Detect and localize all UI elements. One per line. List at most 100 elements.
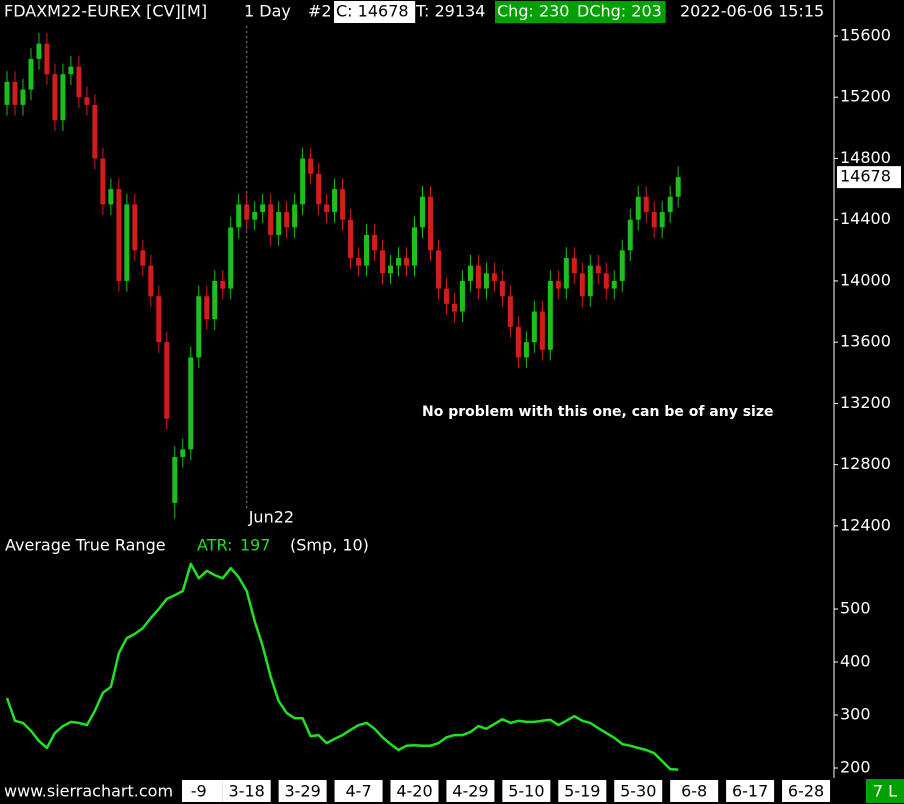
candle-body — [220, 280, 226, 289]
x-tick-box — [334, 780, 383, 802]
y-tick-label: 13600 — [840, 332, 891, 351]
candle-body — [52, 74, 58, 121]
y-tick-label: 14800 — [840, 148, 891, 167]
annotation: No problem with this one, can be of any … — [422, 404, 773, 420]
x-tick-label: 5-10 — [508, 782, 544, 801]
candle-body — [372, 234, 378, 251]
x-tick-label: 5-19 — [564, 782, 600, 801]
candle-body — [563, 257, 569, 289]
candle-body — [340, 189, 346, 220]
candle-body — [276, 212, 282, 235]
candle-body — [180, 449, 186, 457]
x-tick-label: 6-17 — [732, 782, 768, 801]
status-text: 7 L — [873, 782, 897, 801]
candle-body — [643, 196, 649, 213]
candle-body — [419, 196, 425, 228]
candle-body — [60, 74, 66, 121]
candle-body — [292, 204, 298, 228]
candle-body — [627, 219, 633, 251]
y-tick-label: 14400 — [840, 209, 891, 228]
y-tick-label: 15200 — [840, 87, 891, 106]
candle-body — [300, 158, 306, 205]
candle-body — [515, 326, 521, 358]
atr-line — [5, 562, 679, 771]
candle-body — [555, 280, 561, 289]
x-tick-label: 4-20 — [396, 782, 432, 801]
candle-body — [579, 273, 585, 297]
candle-body — [236, 204, 242, 228]
header-box — [334, 1, 416, 23]
x-tick-box — [174, 780, 223, 802]
candle-body — [140, 250, 146, 266]
atr-y-tick-label: 400 — [840, 651, 871, 670]
candle-body — [587, 265, 593, 297]
x-tick-box — [390, 780, 439, 802]
header-text: FDAXM22-EUREX [CV][M] — [4, 2, 207, 21]
x-tick-box — [670, 780, 719, 802]
candle-body — [412, 227, 418, 266]
candle-body — [499, 280, 505, 297]
y-tick-label: 12800 — [840, 454, 891, 473]
candle-body — [316, 173, 322, 205]
atr-params: (Smp, 10) — [290, 536, 369, 555]
candle-body — [100, 158, 106, 205]
candle-body — [4, 81, 10, 105]
candle-body — [396, 257, 402, 266]
candle-body — [244, 204, 250, 220]
candle-body — [675, 177, 681, 197]
header-text: 1 Day — [244, 2, 291, 21]
candle-body — [356, 257, 362, 266]
x-tick-label: 6-28 — [788, 782, 824, 801]
atr-value: 197 — [240, 536, 271, 555]
x-tick-label: 5-30 — [620, 782, 656, 801]
candle-body — [659, 212, 665, 228]
candle-body — [68, 66, 74, 75]
candle-body — [547, 280, 553, 350]
atr-name: Average True Range — [5, 536, 166, 555]
candle-body — [635, 196, 641, 220]
candle-body — [36, 43, 42, 59]
candle-body — [507, 296, 513, 327]
x-tick-box — [446, 780, 495, 802]
header-box — [575, 1, 666, 23]
candle-body — [651, 212, 657, 228]
atr-y-tick-label: 200 — [840, 757, 871, 776]
candle-body — [348, 219, 354, 258]
candle-body — [427, 196, 433, 251]
x-tick-box — [726, 780, 775, 802]
candle-body — [571, 257, 577, 274]
header-text: 2022-06-06 15:15 — [680, 2, 824, 21]
candle-body — [20, 89, 26, 105]
x-tick-label: 6-8 — [681, 782, 707, 801]
candle-body — [443, 288, 449, 304]
candle-body — [491, 273, 497, 281]
header-text: Chg: 230 — [497, 2, 569, 21]
x-tick-label: 3-29 — [284, 782, 320, 801]
candle-body — [459, 280, 465, 312]
candle-body — [268, 204, 274, 235]
candle-body — [28, 58, 34, 90]
candle-body — [116, 189, 122, 281]
candle-body — [284, 212, 290, 228]
header-text: DChg: 203 — [577, 2, 662, 21]
candle-body — [92, 104, 98, 159]
x-tick-label: 4-29 — [452, 782, 488, 801]
atr-value-label: ATR: — [197, 536, 233, 555]
candle-body — [196, 296, 202, 358]
x-tick-label: -9 — [191, 782, 207, 801]
candle-body — [260, 204, 266, 213]
y-tick-label: 14000 — [840, 270, 891, 289]
y-tick-label: 15600 — [840, 25, 891, 44]
footer-site: www.sierrachart.com — [4, 782, 173, 801]
candle-body — [435, 250, 441, 289]
header-text: #2 — [308, 2, 332, 21]
candle-body — [467, 265, 473, 281]
candle-body — [212, 280, 218, 320]
candle-body — [380, 250, 386, 274]
x-tick-box — [222, 780, 271, 802]
x-tick-box — [502, 780, 551, 802]
y-tick-label: 13200 — [840, 393, 891, 412]
candle-body — [148, 265, 154, 297]
y-tick-label: 12400 — [840, 515, 891, 534]
